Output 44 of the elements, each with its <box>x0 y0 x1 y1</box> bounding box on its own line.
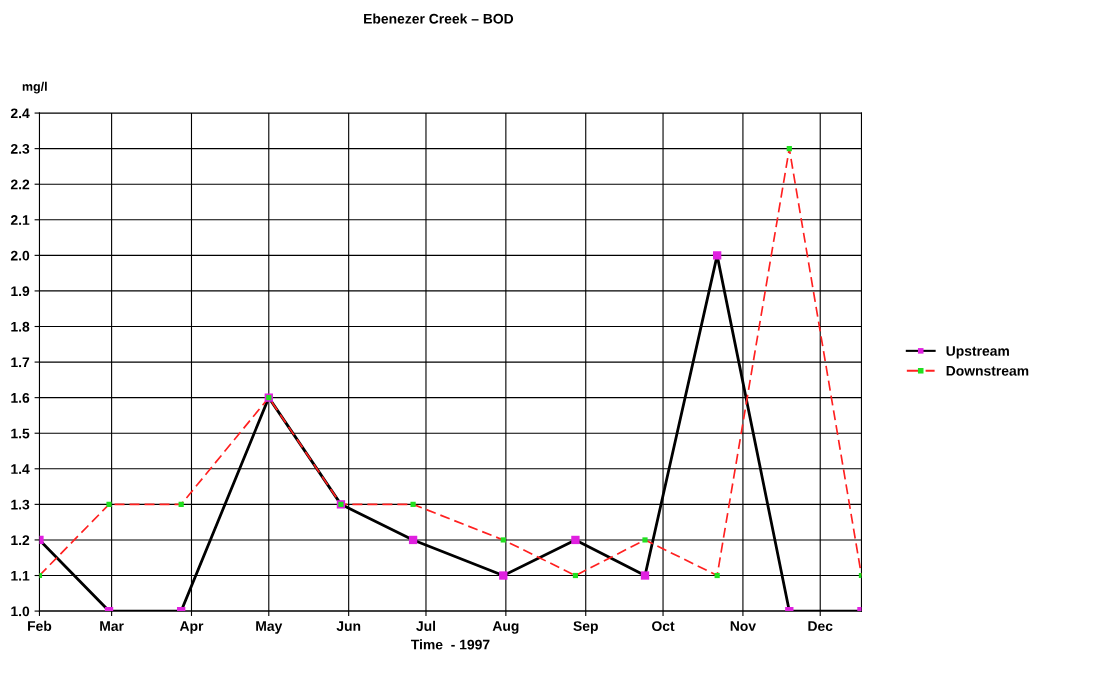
chart-title: Ebenezer Creek – BOD <box>364 13 514 24</box>
point <box>178 501 184 507</box>
point <box>640 571 650 580</box>
y-tick-label: 1.8 <box>11 321 30 332</box>
y-tick-label: 1.7 <box>11 357 30 368</box>
y-tick-label: 1.5 <box>11 428 30 439</box>
point <box>500 537 506 543</box>
y-axis-title: mg/l <box>22 81 47 94</box>
y-tick-label: 2.1 <box>10 215 30 225</box>
x-tick-label: Oct <box>652 621 675 632</box>
y-tick-label: 1.1 <box>11 570 30 581</box>
x-tick-label: Apr <box>179 621 204 634</box>
x-tick-label: Nov <box>730 621 756 632</box>
point <box>572 572 579 579</box>
y-tick-label: 1.0 <box>11 606 30 617</box>
x-tick-label: Aug <box>492 621 519 634</box>
x-tick-label: May <box>256 621 283 634</box>
y-tick-label: 1.3 <box>11 499 30 510</box>
point <box>499 571 508 580</box>
y-tick-label: 1.4 <box>11 464 30 474</box>
y-tick-label: 1.6 <box>11 392 30 403</box>
y-tick-label: 2.4 <box>10 108 30 119</box>
legend-label: Upstream <box>946 346 1009 359</box>
y-tick-label: 1.2 <box>11 535 30 545</box>
x-tick-label: Dec <box>808 621 833 632</box>
point <box>712 251 722 260</box>
point <box>106 501 112 507</box>
point <box>571 535 580 545</box>
point <box>642 537 648 543</box>
y-tick-label: 2.2 <box>10 179 30 190</box>
point <box>786 146 792 152</box>
point <box>714 572 720 579</box>
y-tick-label: 2.3 <box>10 143 30 154</box>
legend-label: Downstream <box>946 366 1029 376</box>
y-tick-label: 1.9 <box>11 286 30 297</box>
x-axis-title: Time - 1997 <box>410 639 490 650</box>
x-tick-label: Feb <box>28 620 52 632</box>
point <box>410 501 416 507</box>
point <box>408 535 418 545</box>
x-tick-label: Mar <box>100 621 124 632</box>
y-tick-label: 2.0 <box>10 250 30 261</box>
x-tick-label: Jun <box>336 621 361 632</box>
x-tick-label: Jul <box>416 620 436 632</box>
x-tick-label: Sep <box>573 621 598 634</box>
